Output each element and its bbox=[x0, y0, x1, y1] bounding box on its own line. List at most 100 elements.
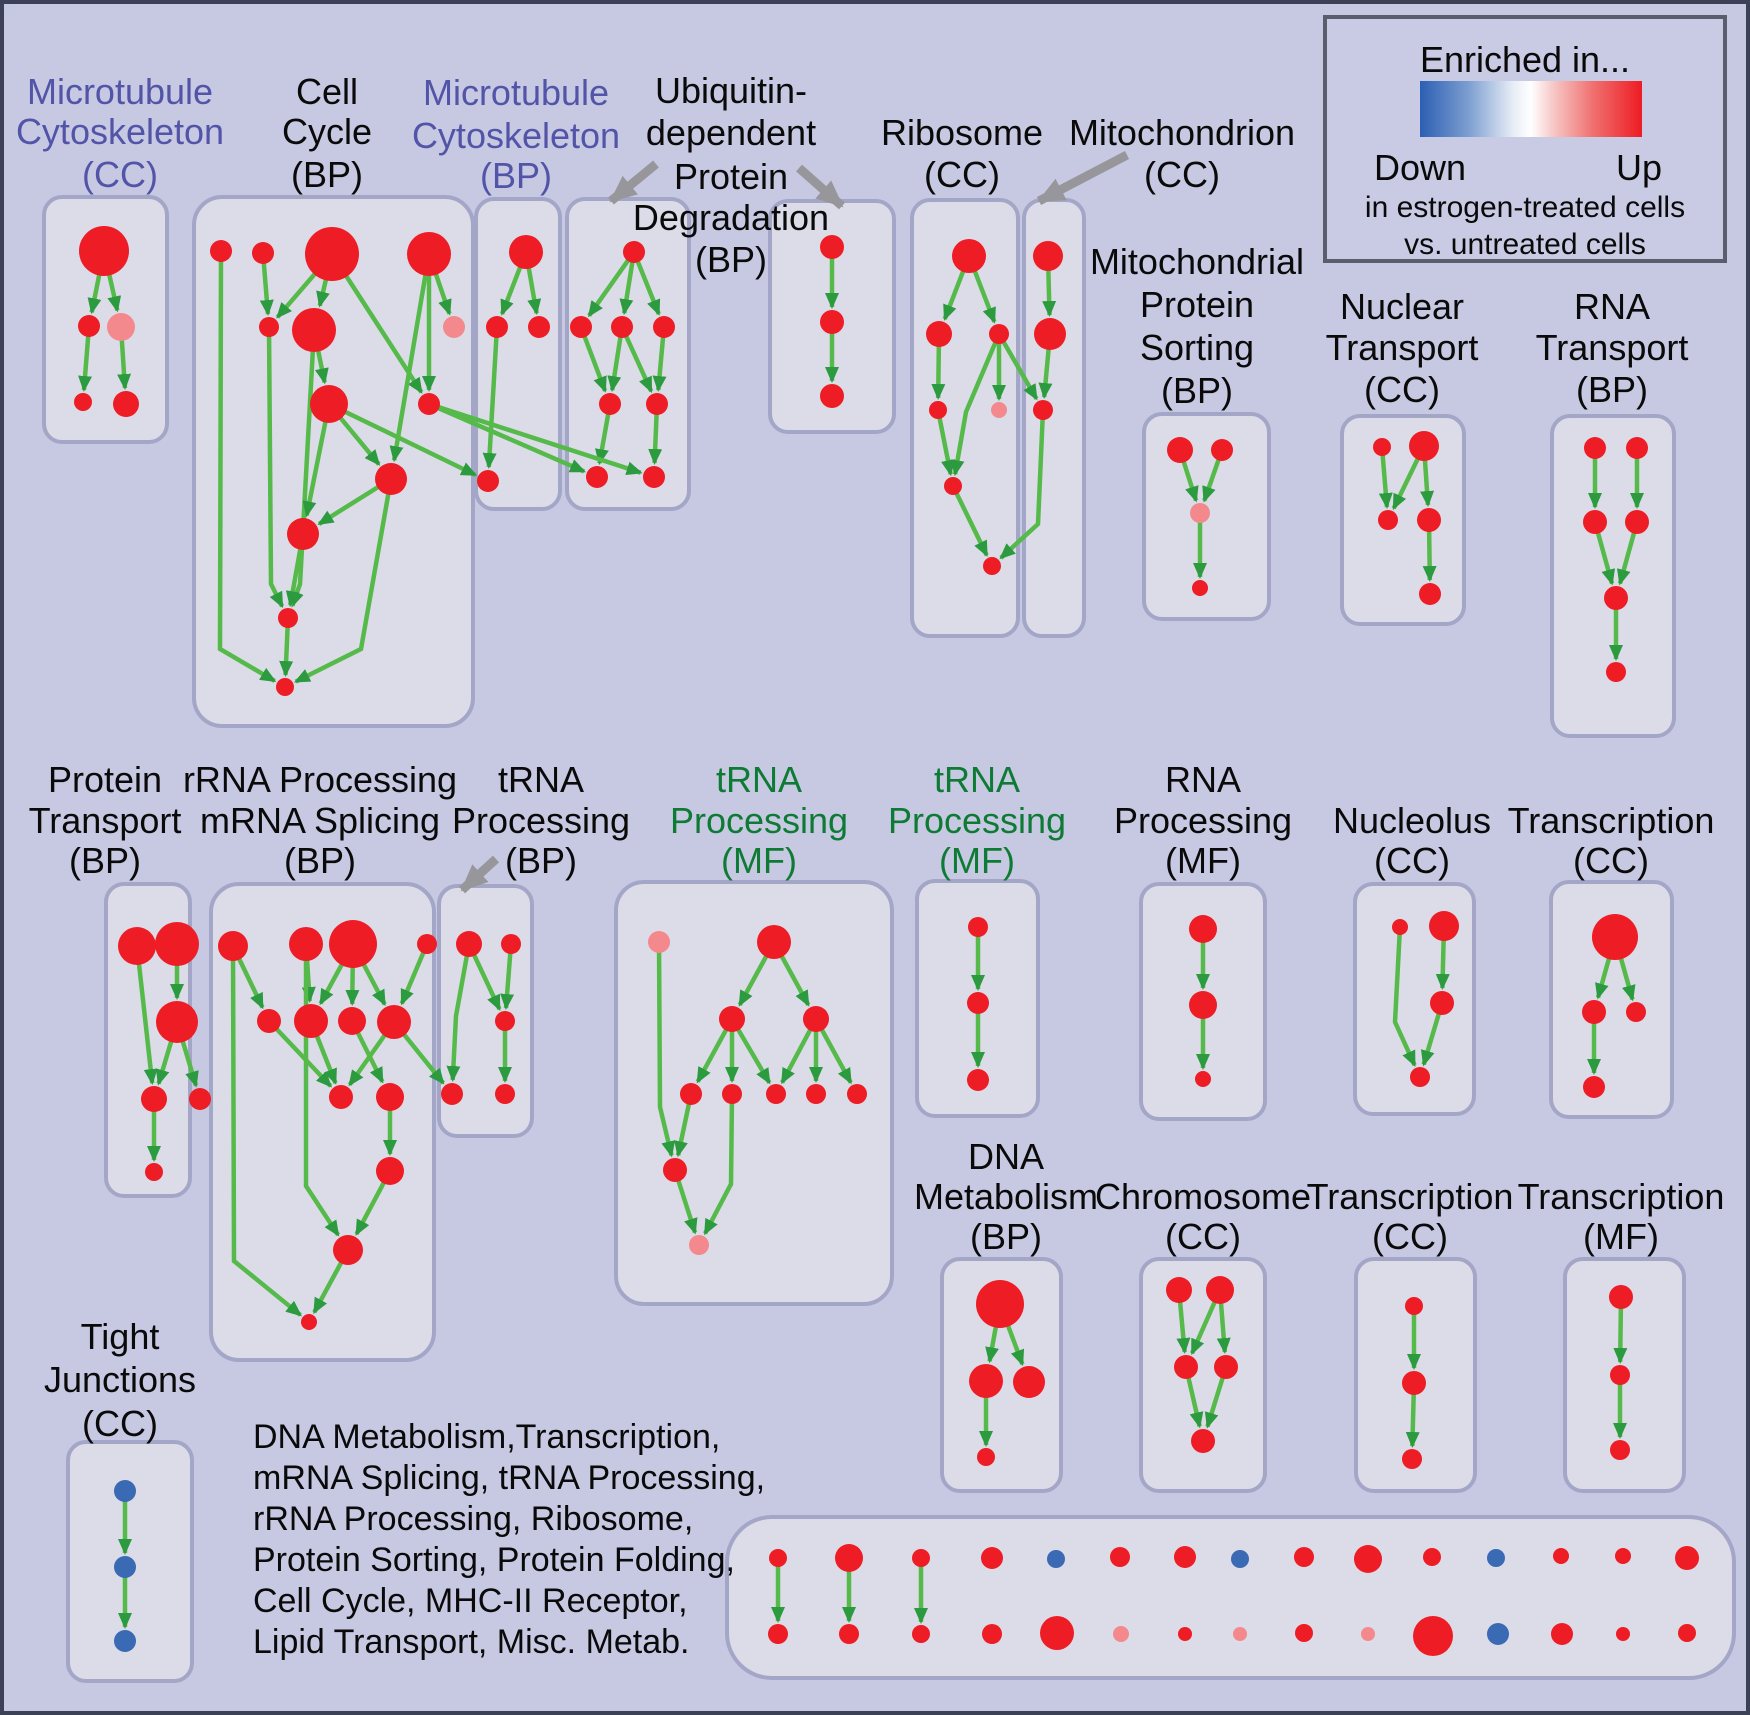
go-term-node bbox=[1174, 1355, 1198, 1379]
go-term-node bbox=[292, 308, 336, 352]
label-pointer-arrow bbox=[796, 164, 845, 210]
relation-arrow bbox=[950, 485, 989, 558]
go-term-node bbox=[294, 1004, 328, 1038]
go-term-node bbox=[486, 316, 508, 338]
cluster-label-mitochondrial-protein-sorting-bp: Mitochondrial Protein Sorting (BP) bbox=[1090, 241, 1304, 411]
go-term-node bbox=[329, 1085, 353, 1109]
go-term-node bbox=[820, 235, 844, 259]
go-term-node bbox=[509, 235, 543, 269]
legend-title: Enriched in... bbox=[1419, 39, 1631, 80]
go-term-node bbox=[210, 240, 232, 262]
go-term-node bbox=[1378, 510, 1398, 530]
relation-arrow bbox=[500, 943, 515, 1011]
go-term-node bbox=[1609, 1285, 1633, 1309]
go-term-node bbox=[495, 1011, 515, 1031]
relation-arrow bbox=[656, 941, 676, 1158]
go-term-node bbox=[983, 557, 1001, 575]
go-term-node bbox=[981, 1547, 1003, 1569]
go-term-node bbox=[929, 401, 947, 419]
go-term-node bbox=[586, 466, 608, 488]
relation-arrow bbox=[389, 253, 432, 463]
go-term-node bbox=[982, 1624, 1002, 1644]
cluster-label-transcription-mf: Transcription (MF) bbox=[1518, 1176, 1725, 1257]
go-term-node bbox=[287, 518, 319, 550]
cluster-box-microtubule-cytoskeleton-cc bbox=[42, 195, 169, 444]
note-line: DNA Metabolism,Transcription, bbox=[253, 1418, 721, 1456]
go-term-node bbox=[1610, 1365, 1630, 1385]
go-term-node bbox=[1604, 586, 1628, 610]
relation-arrow bbox=[428, 401, 586, 474]
cluster-box-transcription-cc-mid bbox=[1549, 880, 1674, 1119]
cluster-label-mitochondrion-cc: Mitochondrion (CC) bbox=[1069, 112, 1295, 195]
go-term-node bbox=[969, 1364, 1003, 1398]
note-line: Lipid Transport, Misc. Metab. bbox=[253, 1623, 690, 1661]
go-term-node bbox=[766, 1084, 786, 1104]
go-term-node bbox=[329, 920, 377, 968]
go-term-node bbox=[806, 1084, 826, 1104]
relation-arrow bbox=[703, 1093, 735, 1236]
legend-up-label: Up bbox=[1615, 147, 1663, 188]
go-term-node bbox=[1113, 1626, 1129, 1642]
go-term-node bbox=[74, 393, 92, 411]
cluster-label-rna-transport-bp: RNA Transport (BP) bbox=[1536, 286, 1689, 410]
relation-arrow bbox=[267, 1019, 333, 1088]
go-term-node bbox=[1423, 1548, 1441, 1566]
go-term-node bbox=[118, 927, 156, 965]
relation-arrow bbox=[587, 250, 636, 318]
go-term-node bbox=[114, 1480, 136, 1502]
go-term-node bbox=[648, 931, 670, 953]
go-term-node bbox=[1409, 431, 1439, 461]
cluster-label-dna-metabolism-bp: DNA Metabolism (BP) bbox=[914, 1136, 1098, 1257]
go-term-node bbox=[1626, 1002, 1646, 1022]
go-term-node bbox=[259, 317, 279, 337]
go-term-node bbox=[968, 917, 988, 937]
go-term-node bbox=[276, 678, 294, 696]
cluster-label-cell-cycle-bp: Cell Cycle (BP) bbox=[282, 71, 372, 195]
go-term-node bbox=[989, 324, 1009, 344]
go-term-node bbox=[1214, 1355, 1238, 1379]
cluster-label-chromosome-cc: Chromosome (CC) bbox=[1095, 1176, 1311, 1257]
relation-arrow bbox=[997, 332, 1039, 401]
go-term-node bbox=[376, 1157, 404, 1185]
go-term-node bbox=[1013, 1366, 1045, 1398]
go-term-node bbox=[289, 927, 323, 961]
go-term-node bbox=[719, 1006, 745, 1032]
go-term-node bbox=[1616, 1627, 1630, 1641]
go-term-node bbox=[653, 316, 675, 338]
go-term-node bbox=[1487, 1549, 1505, 1567]
go-term-node bbox=[407, 232, 451, 276]
miscellaneous-terms-note: DNA Metabolism,Transcription, mRNA Splic… bbox=[253, 1417, 765, 1663]
go-term-node bbox=[1582, 1000, 1606, 1024]
go-term-node bbox=[847, 1084, 867, 1104]
go-term-node bbox=[1206, 1276, 1234, 1304]
go-term-node bbox=[495, 1084, 515, 1104]
go-term-node bbox=[991, 402, 1007, 418]
relation-arrow bbox=[1378, 446, 1393, 510]
go-term-node bbox=[305, 227, 359, 281]
go-term-node bbox=[623, 241, 645, 263]
cluster-label-microtubule-cytoskeleton-bp: Microtubule Cytoskeleton (BP) bbox=[412, 72, 620, 196]
relation-arrow bbox=[482, 326, 500, 470]
go-term-node bbox=[1354, 1545, 1382, 1573]
go-term-node bbox=[417, 934, 437, 954]
legend-gradient-bar bbox=[1420, 81, 1642, 137]
relation-arrow bbox=[266, 326, 285, 609]
go-term-node bbox=[976, 1280, 1024, 1328]
cluster-label-nuclear-transport-cc: Nuclear Transport (CC) bbox=[1326, 286, 1479, 410]
go-term-node bbox=[1553, 1548, 1569, 1564]
go-term-node bbox=[1402, 1449, 1422, 1469]
go-term-node bbox=[1190, 503, 1210, 523]
go-term-node bbox=[1430, 991, 1454, 1015]
go-term-node bbox=[646, 393, 668, 415]
go-term-node bbox=[477, 470, 499, 492]
go-term-node bbox=[1551, 1623, 1573, 1645]
relation-arrow bbox=[446, 943, 472, 1083]
go-term-node bbox=[141, 1086, 167, 1112]
go-term-node bbox=[1211, 439, 1233, 461]
cluster-box-nuclear-transport-cc bbox=[1340, 414, 1466, 626]
go-term-node bbox=[768, 1624, 788, 1644]
go-term-node bbox=[1040, 1616, 1074, 1650]
go-term-node bbox=[501, 934, 521, 954]
relation-arrow bbox=[293, 478, 394, 684]
